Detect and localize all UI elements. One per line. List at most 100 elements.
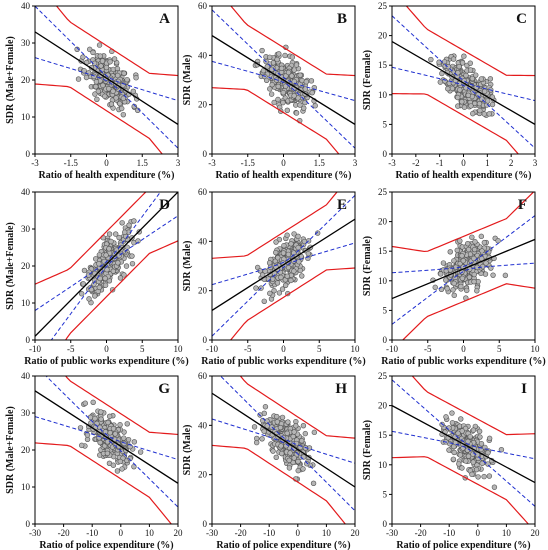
- y-tick-label: 5: [383, 489, 388, 499]
- panel-f: -10 -5 0 5 10 0 5 10 15 20 25 Ratio of public works…: [362, 187, 546, 367]
- x-tick-label: -3: [388, 158, 396, 168]
- data-point: [437, 271, 444, 277]
- data-point: [110, 268, 117, 274]
- data-point: [253, 439, 260, 446]
- data-point: [264, 64, 270, 70]
- data-point: [443, 414, 449, 420]
- y-tick-label: 40: [198, 236, 208, 246]
- y-axis-title: SDR (Male+Female): [5, 406, 16, 494]
- y-tick-label: 0: [26, 149, 31, 159]
- data-point: [120, 95, 127, 102]
- y-axis-title: SDR (Male): [182, 241, 193, 292]
- data-point: [432, 284, 438, 291]
- data-point: [110, 88, 116, 94]
- data-point: [485, 98, 491, 104]
- data-point: [481, 239, 488, 246]
- x-axis-title: Ratio of health expenditure (%): [396, 170, 532, 181]
- plot-area: [35, 6, 178, 154]
- data-point: [274, 280, 281, 286]
- x-tick-label: 0: [281, 344, 286, 354]
- data-point: [269, 81, 275, 88]
- data-point: [297, 267, 303, 274]
- prediction-band-lower: [401, 283, 535, 340]
- data-point: [110, 462, 117, 468]
- data-point: [458, 416, 464, 422]
- panel-letter: F: [518, 197, 527, 213]
- data-point: [133, 75, 139, 81]
- data-point: [301, 105, 307, 111]
- data-point: [99, 58, 106, 64]
- data-point: [251, 424, 258, 430]
- data-point: [469, 471, 475, 478]
- regression-line: [392, 238, 535, 300]
- data-point: [289, 54, 296, 60]
- data-point: [470, 459, 476, 465]
- prediction-band-upper: [405, 6, 535, 77]
- data-point: [280, 89, 286, 96]
- data-point: [106, 413, 113, 420]
- y-axis-title: SDR (Female): [362, 420, 373, 480]
- x-axis-title: Ratio of health expenditure (%): [216, 170, 352, 181]
- data-point: [478, 76, 485, 82]
- data-point: [304, 461, 310, 467]
- data-point: [470, 110, 476, 117]
- data-point: [96, 284, 103, 291]
- data-point: [486, 435, 493, 442]
- data-point: [459, 60, 466, 66]
- data-point: [267, 86, 273, 92]
- y-axis-title: SDR (Male): [182, 55, 193, 106]
- data-point: [253, 285, 259, 291]
- data-point: [282, 52, 288, 59]
- data-point: [261, 298, 267, 304]
- data-point: [123, 263, 130, 269]
- data-point: [291, 250, 297, 256]
- data-point: [284, 273, 290, 279]
- data-point: [261, 428, 267, 434]
- data-point: [449, 420, 456, 426]
- data-point: [102, 282, 109, 288]
- data-point: [291, 67, 297, 73]
- y-tick-label: 60: [198, 187, 208, 197]
- data-point: [102, 93, 108, 99]
- prediction-band-upper: [230, 6, 355, 77]
- confidence-band-lower: [392, 430, 535, 507]
- y-tick-label: 20: [378, 31, 388, 41]
- y-tick-label: 10: [21, 298, 31, 308]
- data-point: [451, 449, 457, 456]
- data-point: [466, 274, 473, 280]
- data-point: [117, 275, 124, 281]
- plot-area: [212, 376, 355, 524]
- x-tick-label: -20: [235, 528, 247, 538]
- data-point: [280, 99, 286, 106]
- data-point: [286, 457, 292, 464]
- data-point: [476, 101, 483, 107]
- confidence-band-upper: [212, 9, 355, 102]
- data-point: [471, 278, 477, 285]
- data-point: [74, 46, 80, 53]
- data-point: [276, 290, 283, 296]
- x-tick-label: -5: [67, 344, 75, 354]
- points: [439, 410, 505, 490]
- data-point: [305, 250, 312, 257]
- data-point: [312, 103, 318, 109]
- data-point: [278, 274, 284, 281]
- data-point: [450, 456, 457, 462]
- x-axis-title: Ratio of police expenditure (%): [216, 540, 350, 550]
- data-point: [129, 260, 136, 267]
- regression-line: [212, 218, 355, 311]
- data-point: [92, 91, 98, 97]
- data-point: [262, 404, 269, 410]
- prediction-band-upper: [239, 376, 355, 439]
- data-point: [443, 277, 449, 283]
- data-point: [471, 255, 477, 262]
- data-point: [479, 263, 486, 270]
- y-tick-label: 20: [378, 401, 388, 411]
- data-point: [467, 67, 474, 73]
- x-tick-label: 10: [502, 528, 512, 538]
- data-point: [457, 87, 463, 93]
- data-point: [87, 46, 93, 53]
- data-point: [92, 415, 98, 422]
- data-point: [489, 101, 496, 108]
- data-point: [129, 253, 135, 259]
- x-tick-label: 1.5: [314, 158, 326, 168]
